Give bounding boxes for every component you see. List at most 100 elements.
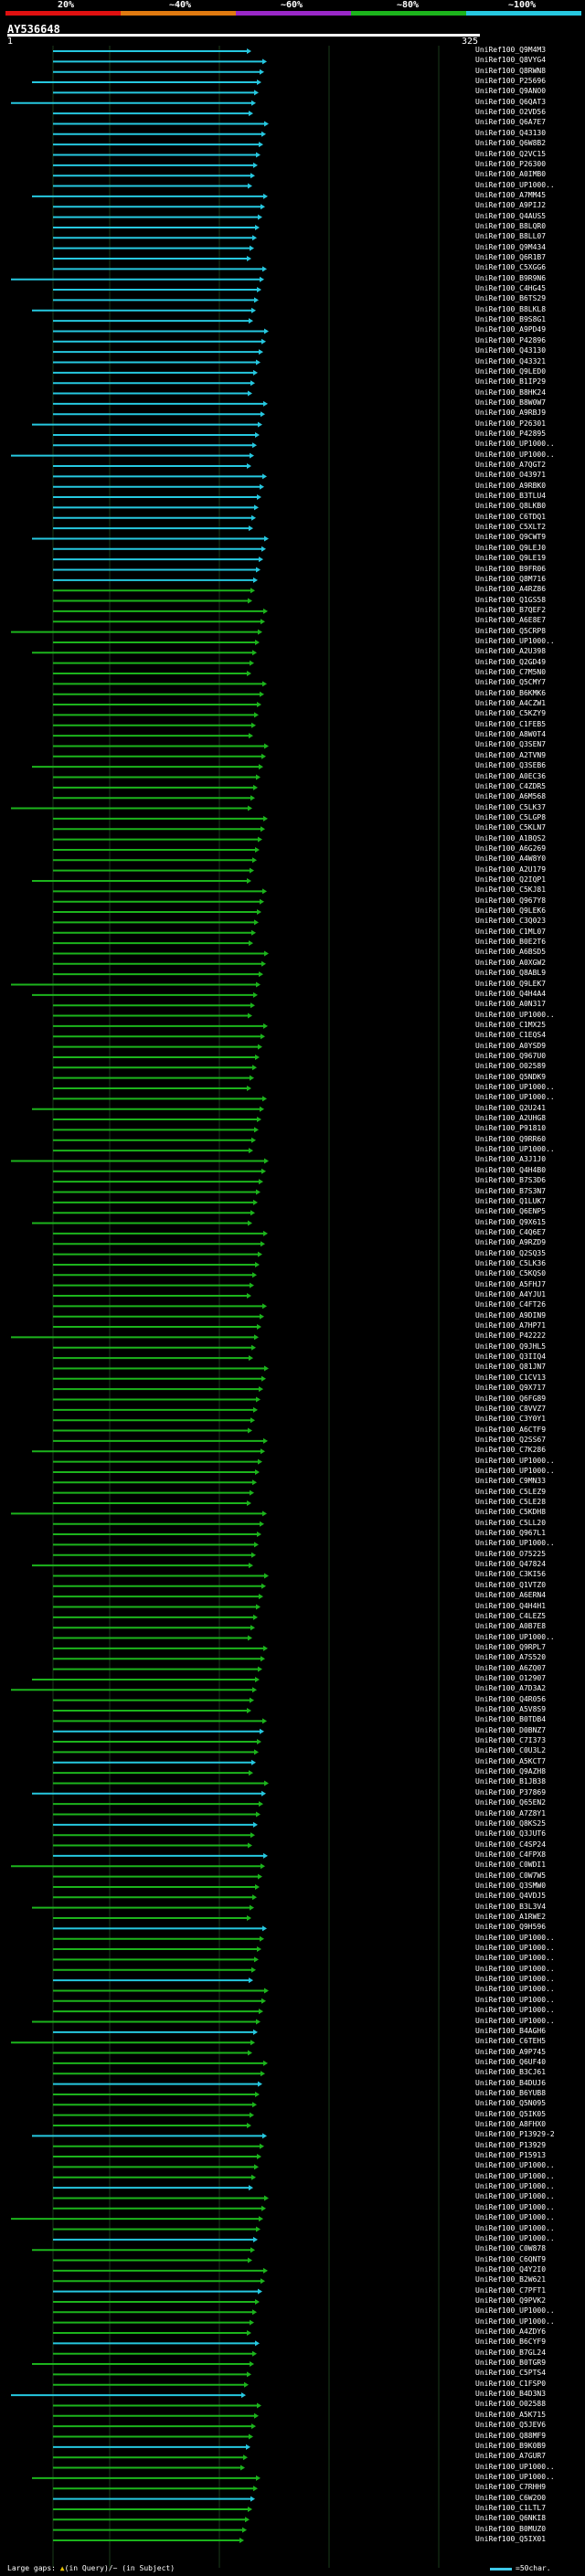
hit-row[interactable]: UniRef100_A4W8Y0 bbox=[0, 854, 585, 864]
hit-label[interactable]: UniRef100_UP1000.. bbox=[475, 2316, 555, 2326]
hit-row[interactable]: UniRef100_C5LK36 bbox=[0, 1259, 585, 1269]
hit-row[interactable]: UniRef100_Q9RR60 bbox=[0, 1135, 585, 1145]
hit-label[interactable]: UniRef100_Q3SEN7 bbox=[475, 740, 547, 749]
hit-label[interactable]: UniRef100_UP1000.. bbox=[475, 1995, 555, 2004]
hit-label[interactable]: UniRef100_P42222 bbox=[475, 1331, 547, 1341]
hit-row[interactable]: UniRef100_B8LL07 bbox=[0, 232, 585, 242]
hit-label[interactable]: UniRef100_Q967L1 bbox=[475, 1529, 547, 1538]
hit-row[interactable]: UniRef100_C4SP24 bbox=[0, 1840, 585, 1850]
hit-label[interactable]: UniRef100_UP1000.. bbox=[475, 2016, 555, 2025]
hit-label[interactable]: UniRef100_A7MM45 bbox=[475, 190, 547, 199]
hit-row[interactable]: UniRef100_Q9H596 bbox=[0, 1923, 585, 1933]
hit-row[interactable]: UniRef100_Q9CWT9 bbox=[0, 533, 585, 543]
hit-label[interactable]: UniRef100_A2U179 bbox=[475, 864, 547, 874]
hit-row[interactable]: UniRef100_Q43130 bbox=[0, 129, 585, 139]
hit-label[interactable]: UniRef100_C4LEZ5 bbox=[475, 1611, 547, 1620]
hit-label[interactable]: UniRef100_B6TS29 bbox=[475, 294, 547, 303]
hit-label[interactable]: UniRef100_Q5CRP8 bbox=[475, 626, 547, 635]
hit-label[interactable]: UniRef100_P26300 bbox=[475, 159, 547, 168]
hit-row[interactable]: UniRef100_C5LEZ9 bbox=[0, 1488, 585, 1498]
hit-label[interactable]: UniRef100_Q6FG89 bbox=[475, 1394, 547, 1403]
hit-label[interactable]: UniRef100_A6BSD5 bbox=[475, 948, 547, 957]
hit-label[interactable]: UniRef100_Q6QAT3 bbox=[475, 97, 547, 106]
hit-label[interactable]: UniRef100_Q8VYG4 bbox=[475, 56, 547, 65]
hit-row[interactable]: UniRef100_Q9JHL5 bbox=[0, 1342, 585, 1352]
hit-label[interactable]: UniRef100_Q2SS67 bbox=[475, 1435, 547, 1444]
hit-label[interactable]: UniRef100_B4DUJ6 bbox=[475, 2078, 547, 2087]
hit-label[interactable]: UniRef100_B2W621 bbox=[475, 2275, 547, 2284]
hit-label[interactable]: UniRef100_Q3SEB6 bbox=[475, 761, 547, 770]
hit-label[interactable]: UniRef100_Q9X615 bbox=[475, 1217, 547, 1226]
hit-row[interactable]: UniRef100_A6CTF9 bbox=[0, 1426, 585, 1436]
hit-label[interactable]: UniRef100_B9K0B9 bbox=[475, 2441, 547, 2450]
hit-label[interactable]: UniRef100_A5V8S9 bbox=[475, 1705, 547, 1713]
hit-label[interactable]: UniRef100_UP1000.. bbox=[475, 450, 555, 459]
hit-row[interactable]: UniRef100_UP1000.. bbox=[0, 1145, 585, 1155]
hit-row[interactable]: UniRef100_P15913 bbox=[0, 2151, 585, 2161]
hit-label[interactable]: UniRef100_C7RHH9 bbox=[475, 2483, 547, 2492]
hit-row[interactable]: UniRef100_Q81JN7 bbox=[0, 1362, 585, 1373]
hit-label[interactable]: UniRef100_UP1000.. bbox=[475, 2171, 555, 2180]
hit-row[interactable]: UniRef100_C6W2O0 bbox=[0, 2494, 585, 2504]
hit-row[interactable]: UniRef100_C1MX25 bbox=[0, 1021, 585, 1031]
hit-label[interactable]: UniRef100_B8HK24 bbox=[475, 387, 547, 397]
hit-label[interactable]: UniRef100_A6ERN4 bbox=[475, 1591, 547, 1600]
hit-row[interactable]: UniRef100_A6BSD5 bbox=[0, 948, 585, 958]
hit-label[interactable]: UniRef100_UP1000.. bbox=[475, 2192, 555, 2201]
hit-row[interactable]: UniRef100_Q6UF40 bbox=[0, 2058, 585, 2068]
hit-label[interactable]: UniRef100_B1JB38 bbox=[475, 1777, 547, 1786]
hit-label[interactable]: UniRef100_Q9PVK2 bbox=[475, 2295, 547, 2305]
hit-row[interactable]: UniRef100_B7GL24 bbox=[0, 2348, 585, 2359]
hit-label[interactable]: UniRef100_Q3IIQ4 bbox=[475, 1352, 547, 1362]
hit-row[interactable]: UniRef100_A9P745 bbox=[0, 2048, 585, 2058]
hit-label[interactable]: UniRef100_C5KLN7 bbox=[475, 823, 547, 832]
hit-label[interactable]: UniRef100_Q9X717 bbox=[475, 1383, 547, 1393]
hit-label[interactable]: UniRef100_Q9LEK6 bbox=[475, 906, 547, 916]
hit-row[interactable]: UniRef100_Q4VDJ5 bbox=[0, 1892, 585, 1902]
hit-label[interactable]: UniRef100_A9P745 bbox=[475, 2047, 547, 2056]
hit-label[interactable]: UniRef100_Q9LEK7 bbox=[475, 979, 547, 988]
hit-label[interactable]: UniRef100_C5LGP8 bbox=[475, 812, 547, 822]
hit-label[interactable]: UniRef100_C6W2O0 bbox=[475, 2493, 547, 2502]
hit-label[interactable]: UniRef100_A3J1J0 bbox=[475, 1155, 547, 1164]
hit-row[interactable]: UniRef100_Q967Y8 bbox=[0, 896, 585, 906]
hit-row[interactable]: UniRef100_UP1000.. bbox=[0, 1083, 585, 1093]
hit-label[interactable]: UniRef100_A7Z8Y1 bbox=[475, 1808, 547, 1818]
hit-row[interactable]: UniRef100_Q5IK05 bbox=[0, 2110, 585, 2120]
hit-label[interactable]: UniRef100_Q1LUK7 bbox=[475, 1196, 547, 1205]
hit-label[interactable]: UniRef100_UP1000.. bbox=[475, 1539, 555, 1548]
hit-label[interactable]: UniRef100_C4ZDR5 bbox=[475, 781, 547, 790]
hit-label[interactable]: UniRef100_A2U398 bbox=[475, 647, 547, 656]
hit-row[interactable]: UniRef100_C9MN33 bbox=[0, 1477, 585, 1487]
hit-label[interactable]: UniRef100_C7PFT1 bbox=[475, 2285, 547, 2295]
hit-row[interactable]: UniRef100_C5KDH8 bbox=[0, 1508, 585, 1518]
hit-label[interactable]: UniRef100_A4W8Y0 bbox=[475, 854, 547, 864]
hit-label[interactable]: UniRef100_UP1000.. bbox=[475, 1944, 555, 1953]
hit-row[interactable]: UniRef100_Q6QAT3 bbox=[0, 98, 585, 108]
hit-label[interactable]: UniRef100_Q4H4H1 bbox=[475, 1601, 547, 1610]
hit-label[interactable]: UniRef100_C4Q6E7 bbox=[475, 1227, 547, 1236]
hit-row[interactable]: UniRef100_UP1000.. bbox=[0, 1539, 585, 1549]
hit-label[interactable]: UniRef100_Q43130 bbox=[475, 346, 547, 355]
hit-label[interactable]: UniRef100_UP1000.. bbox=[475, 1010, 555, 1019]
hit-label[interactable]: UniRef100_P13929-2 bbox=[475, 2130, 555, 2139]
hit-label[interactable]: UniRef100_B3TLU4 bbox=[475, 492, 547, 501]
hit-label[interactable]: UniRef100_P37869 bbox=[475, 1787, 547, 1797]
hit-row[interactable]: UniRef100_Q5CMY7 bbox=[0, 678, 585, 688]
hit-row[interactable]: UniRef100_C5XLT2 bbox=[0, 523, 585, 533]
hit-row[interactable]: UniRef100_C5PTS4 bbox=[0, 2369, 585, 2379]
hit-row[interactable]: UniRef100_B9K0B9 bbox=[0, 2442, 585, 2452]
hit-label[interactable]: UniRef100_B3CJ61 bbox=[475, 2068, 547, 2077]
hit-label[interactable]: UniRef100_B0E2T6 bbox=[475, 938, 547, 947]
hit-row[interactable]: UniRef100_B6YUB8 bbox=[0, 2089, 585, 2099]
hit-row[interactable]: UniRef100_A4ZDY6 bbox=[0, 2327, 585, 2337]
hit-row[interactable]: UniRef100_Q6NKI8 bbox=[0, 2514, 585, 2524]
hit-label[interactable]: UniRef100_A0YSD9 bbox=[475, 1041, 547, 1050]
hit-row[interactable]: UniRef100_B0MUZ0 bbox=[0, 2525, 585, 2535]
hit-row[interactable]: UniRef100_Q9M434 bbox=[0, 243, 585, 253]
hit-row[interactable]: UniRef100_C5KJ81 bbox=[0, 885, 585, 896]
hit-row[interactable]: UniRef100_Q5N095 bbox=[0, 2099, 585, 2109]
hit-row[interactable]: UniRef100_UP1000.. bbox=[0, 1093, 585, 1103]
hit-label[interactable]: UniRef100_Q4H4B0 bbox=[475, 1165, 547, 1174]
hit-label[interactable]: UniRef100_B7S3D6 bbox=[475, 1176, 547, 1185]
